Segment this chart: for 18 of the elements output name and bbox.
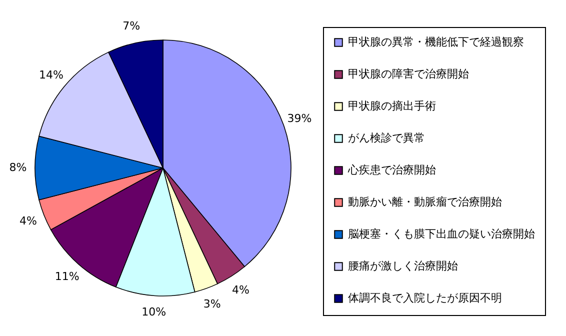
data-label: 11% xyxy=(54,270,80,283)
legend-label: 甲状腺の異常・機能低下で経過観察 xyxy=(348,36,524,48)
data-label: 7% xyxy=(122,19,140,32)
data-label: 4% xyxy=(19,214,37,228)
legend-label: 体調不良で入院したが原因不明 xyxy=(348,292,502,304)
data-label: 4% xyxy=(232,283,250,296)
legend-label: 脳梗塞・くも膜下出血の疑い治療開始 xyxy=(348,228,535,240)
data-label: 39% xyxy=(287,112,312,125)
legend-label: 腰痛が激しく治療開始 xyxy=(348,260,458,272)
legend-label: 心疾患で治療開始 xyxy=(347,164,436,176)
data-label: 10% xyxy=(142,306,166,319)
data-label: 14% xyxy=(39,68,64,82)
legend-label: がん検診で異常 xyxy=(348,132,425,144)
legend-label: 動脈かい離・動脈瘤で治療開始 xyxy=(348,196,502,208)
legend-label: 甲状腺の摘出手術 xyxy=(348,100,436,112)
legend-label: 甲状腺の障害で治療開始 xyxy=(348,68,469,80)
data-label: 8% xyxy=(9,161,27,174)
data-label: 3% xyxy=(203,297,221,310)
